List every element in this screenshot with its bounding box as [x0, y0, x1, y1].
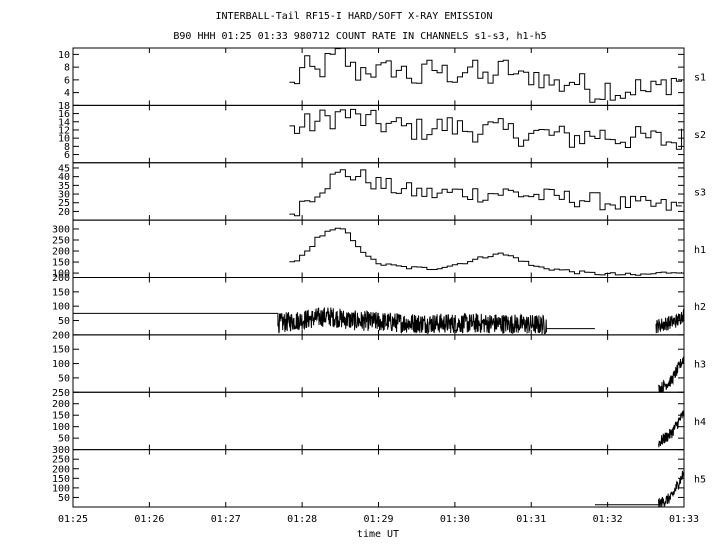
y-tick-label: 8: [64, 142, 70, 153]
y-tick-label: 10: [58, 134, 70, 145]
series-s3: [289, 169, 682, 217]
panels-group: 46810s1681012141618s2202530354045s310015…: [52, 47, 706, 508]
y-tick-label: 100: [52, 422, 70, 433]
y-tick-label: 50: [58, 373, 70, 384]
series-h2: [73, 312, 279, 327]
x-tick-label: 01:30: [440, 514, 470, 525]
y-tick-label: 300: [52, 445, 70, 456]
y-tick-label: 100: [52, 359, 70, 370]
x-tick-label: 01:29: [363, 514, 393, 525]
series-h3: [658, 356, 685, 393]
panel-s1: 4 68 10 s1: [58, 47, 706, 106]
y-tick-label: 250: [52, 388, 70, 399]
y-tick-label: 100: [52, 302, 70, 313]
y-tick-label: 40: [58, 172, 70, 183]
channel-label: h1: [694, 245, 706, 256]
y-tick-label: 16: [58, 109, 70, 120]
y-tick-label: 10: [58, 50, 70, 61]
series-h4: [658, 410, 685, 448]
series-h1: [289, 227, 682, 276]
x-axis: 01:25 01:26 01:27 01:28 01:29 01:30 01:31 01:32…: [58, 514, 699, 525]
channel-label: h3: [694, 360, 706, 371]
series-h5: [658, 469, 685, 508]
y-tick-label: 150: [52, 474, 70, 485]
y-tick-label: 12: [58, 125, 70, 136]
y-tick-label: 25: [58, 198, 70, 209]
channel-label: h2: [694, 302, 706, 313]
y-tick-label: 200: [52, 330, 70, 341]
series-h2: [277, 307, 547, 335]
channel-label: s2: [694, 130, 706, 141]
y-tick-label: 50: [58, 434, 70, 445]
y-tick-label: 300: [52, 224, 70, 235]
chart-title: INTERBALL-Tail RF15-I HARD/SOFT X-RAY EM…: [216, 11, 493, 22]
chart-subtitle: B90 HHH 01:25 01:33 980712 COUNT RATE IN…: [173, 31, 546, 42]
series-h2: [655, 308, 685, 334]
channel-label: s1: [694, 73, 706, 84]
panel-frame: [72, 219, 685, 278]
panel-frame: [72, 162, 685, 221]
y-tick-label: 150: [52, 345, 70, 356]
y-tick-label: 200: [52, 247, 70, 258]
x-tick-label: 01:32: [593, 514, 623, 525]
y-tick-label: 200: [52, 464, 70, 475]
panel-frame: [72, 47, 685, 106]
panel-frame: [72, 334, 685, 393]
channel-label: h4: [694, 417, 706, 428]
channel-label: s3: [694, 187, 706, 198]
x-tick-label: 01:26: [134, 514, 164, 525]
y-tick-label: 200: [52, 273, 70, 284]
y-tick-label: 35: [58, 181, 70, 192]
y-tick-label: 20: [58, 207, 70, 218]
y-tick-label: 100: [52, 483, 70, 494]
y-tick-label: 18: [58, 101, 70, 112]
panel-frame: [72, 449, 685, 508]
y-tick-label: 250: [52, 235, 70, 246]
x-tick-label: 01:31: [516, 514, 546, 525]
x-axis-label: time UT: [357, 529, 399, 540]
y-tick-label: 6: [64, 150, 70, 161]
y-tick-label: 6: [64, 75, 70, 86]
x-tick-label: 01:28: [287, 514, 317, 525]
y-tick-label: 200: [52, 399, 70, 410]
x-tick-label: 01:33: [669, 514, 699, 525]
y-tick-label: 30: [58, 190, 70, 201]
panel-frame: [72, 104, 685, 164]
series-s2: [289, 108, 682, 150]
y-tick-label: 50: [58, 316, 70, 327]
y-tick-label: 14: [58, 117, 70, 128]
y-tick-label: 45: [58, 163, 70, 174]
y-tick-label: 8: [64, 63, 70, 74]
x-tick-label: 01:25: [58, 514, 88, 525]
y-tick-label: 100: [52, 269, 70, 280]
panel-h2: 50 100 150 200 h2: [52, 273, 706, 336]
panel-h3: 50 100 150 200 h3: [52, 330, 706, 393]
series-s1: [289, 47, 682, 103]
panel-frame: [72, 391, 685, 451]
y-tick-label: 150: [52, 258, 70, 269]
x-tick-label: 01:27: [211, 514, 241, 525]
y-tick-label: 150: [52, 411, 70, 422]
channel-label: h5: [694, 474, 706, 485]
y-tick-label: 50: [58, 493, 70, 504]
y-tick-label: 250: [52, 455, 70, 466]
y-tick-label: 4: [64, 88, 70, 99]
y-tick-label: 150: [52, 287, 70, 298]
